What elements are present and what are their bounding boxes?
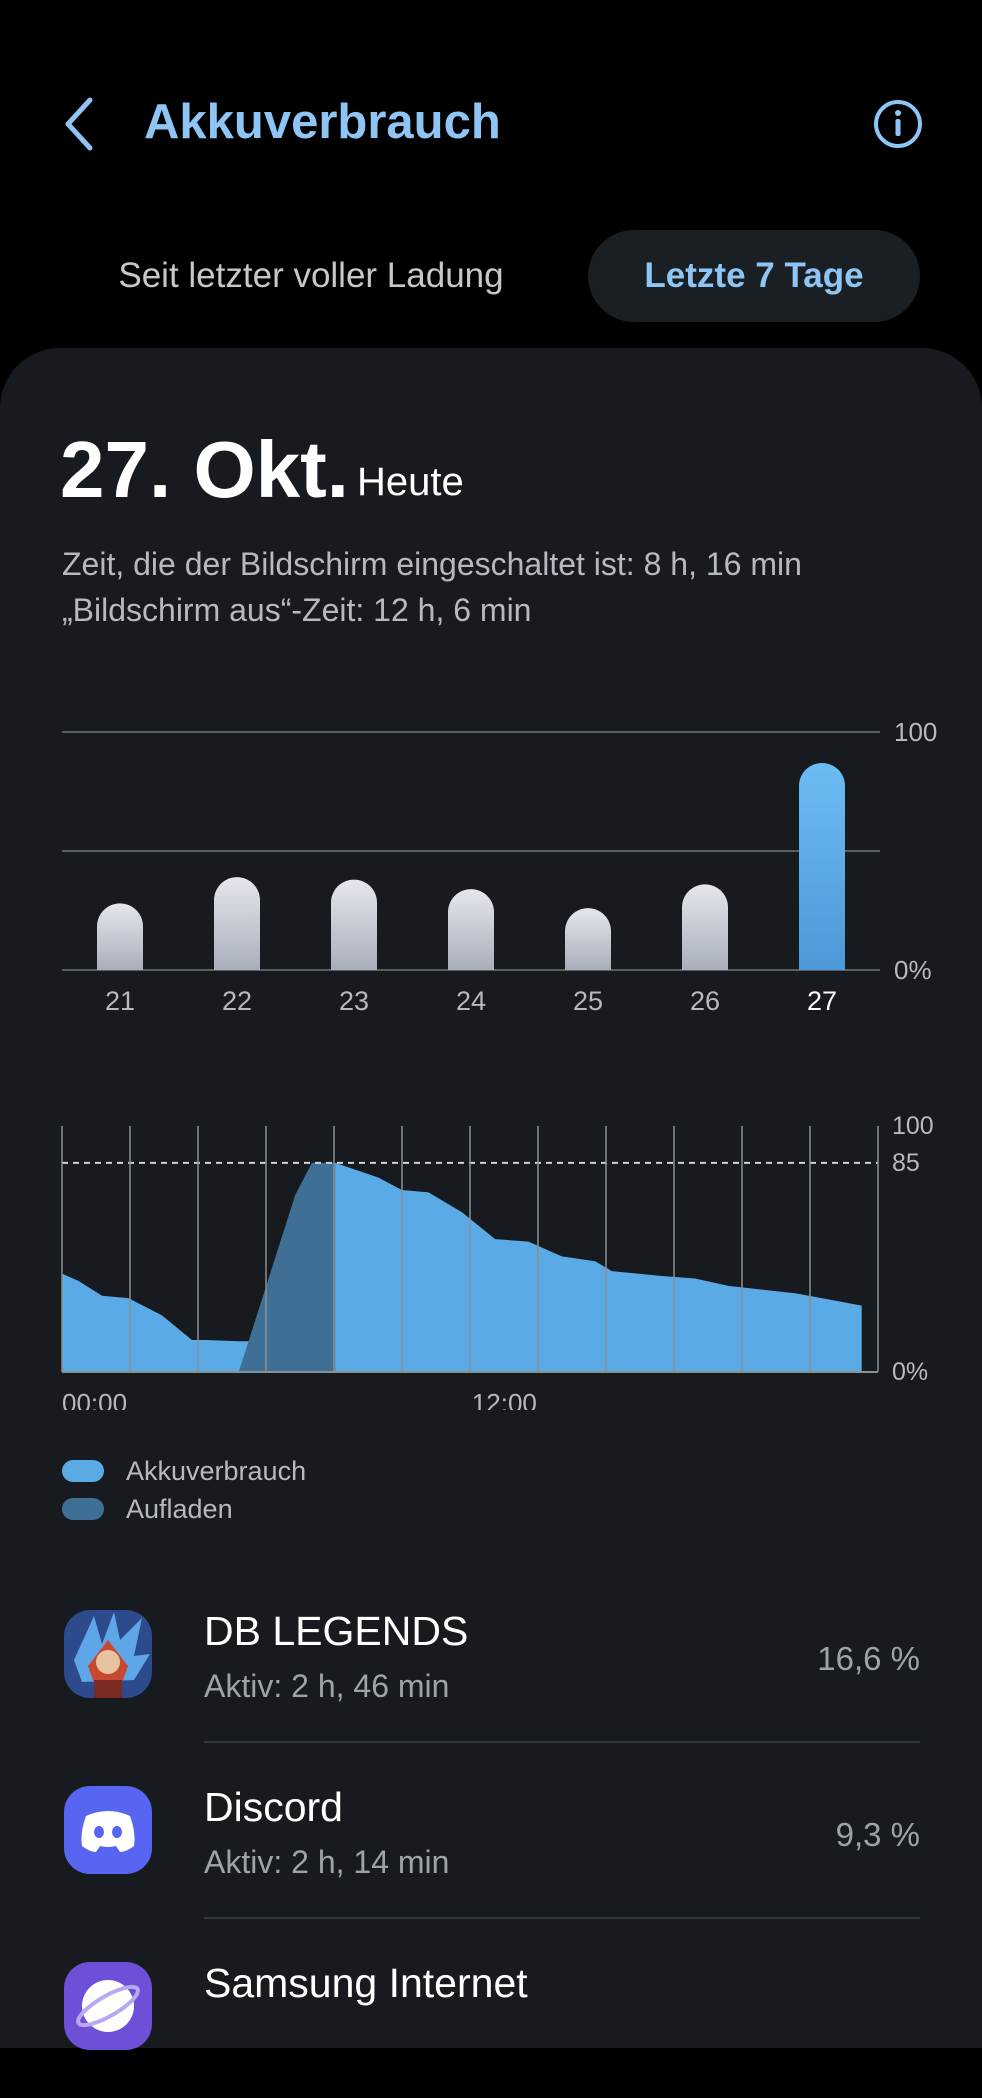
x-axis-label-1200: 12:00 bbox=[472, 1388, 537, 1410]
tab-since-full-charge[interactable]: Seit letzter voller Ladung bbox=[118, 256, 504, 295]
app-row-discord[interactable]: Discord Aktiv: 2 h, 14 min 9,3 % bbox=[0, 1746, 982, 1922]
legend-item-charging: Aufladen bbox=[62, 1494, 233, 1524]
battery-level-chart: 100 85 0% 00:00 12:00 bbox=[61, 1112, 934, 1410]
date-relative-label: Heute bbox=[357, 460, 464, 504]
x-axis-label-27: 27 bbox=[807, 986, 837, 1016]
y-axis-label-85: 85 bbox=[892, 1149, 920, 1177]
legend-label: Aufladen bbox=[126, 1493, 233, 1524]
app-usage-percent: 9,3 % bbox=[835, 1816, 920, 1853]
weekly-usage-chart: 100 0% 21 22 23 24 25 26 27 bbox=[62, 717, 937, 1016]
screen-off-time: „Bildschirm aus“-Zeit: 12 h, 6 min bbox=[62, 592, 532, 628]
app-name: Samsung Internet bbox=[204, 1960, 528, 2006]
divider bbox=[204, 1917, 920, 1919]
x-axis-label-22: 22 bbox=[222, 986, 252, 1016]
app-name: DB LEGENDS bbox=[204, 1608, 469, 1654]
bar-day-22[interactable] bbox=[214, 877, 260, 970]
bar-day-25[interactable] bbox=[565, 908, 611, 970]
x-axis-label-0000: 00:00 bbox=[62, 1388, 127, 1410]
bar-day-27[interactable] bbox=[799, 762, 845, 970]
legend-swatch bbox=[62, 1460, 104, 1482]
bar-day-23[interactable] bbox=[331, 879, 377, 970]
series-area-charging bbox=[238, 1162, 336, 1372]
x-axis-label-25: 25 bbox=[573, 986, 603, 1016]
x-axis-label-24: 24 bbox=[456, 986, 486, 1016]
y-axis-label-bottom: 0% bbox=[894, 955, 932, 985]
bar-day-24[interactable] bbox=[448, 889, 495, 970]
divider bbox=[204, 1741, 920, 1743]
app-usage-percent: 16,6 % bbox=[817, 1640, 920, 1677]
page-title: Akkuverbrauch bbox=[144, 95, 501, 149]
app-name: Discord bbox=[204, 1784, 343, 1830]
app-row-samsung-internet[interactable]: Samsung Internet bbox=[0, 1922, 982, 2098]
x-axis-label-23: 23 bbox=[339, 986, 369, 1016]
app-active-time: Aktiv: 2 h, 14 min bbox=[204, 1844, 450, 1880]
selected-date: 27. Okt. bbox=[60, 425, 350, 514]
samsung-internet-icon bbox=[64, 1962, 152, 2050]
db-legends-icon bbox=[64, 1610, 152, 1698]
app-bar: Akkuverbrauch bbox=[0, 0, 982, 240]
info-button[interactable] bbox=[872, 98, 924, 150]
screen-on-time: Zeit, die der Bildschirm eingeschaltet i… bbox=[62, 546, 802, 582]
info-icon bbox=[874, 100, 922, 148]
legend-swatch bbox=[62, 1498, 104, 1520]
x-axis-label-26: 26 bbox=[690, 986, 720, 1016]
usage-card bbox=[0, 348, 982, 2048]
y-axis-label-0: 0% bbox=[892, 1358, 928, 1386]
bar-day-26[interactable] bbox=[682, 884, 728, 970]
legend-item-usage: Akkuverbrauch bbox=[62, 1456, 306, 1486]
y-axis-label-top: 100 bbox=[894, 717, 937, 747]
chevron-left-icon bbox=[65, 97, 93, 151]
bar-day-21[interactable] bbox=[97, 903, 143, 970]
y-axis-label-100: 100 bbox=[892, 1112, 934, 1140]
legend-label: Akkuverbrauch bbox=[126, 1455, 307, 1486]
app-row-db-legends[interactable]: DB LEGENDS Aktiv: 2 h, 46 min 16,6 % bbox=[0, 1570, 982, 1746]
tab-last-7-days[interactable]: Letzte 7 Tage bbox=[588, 230, 920, 322]
discord-icon bbox=[64, 1786, 152, 1874]
app-active-time: Aktiv: 2 h, 46 min bbox=[204, 1668, 450, 1704]
back-button[interactable] bbox=[56, 92, 112, 156]
x-axis-label-21: 21 bbox=[105, 986, 135, 1016]
